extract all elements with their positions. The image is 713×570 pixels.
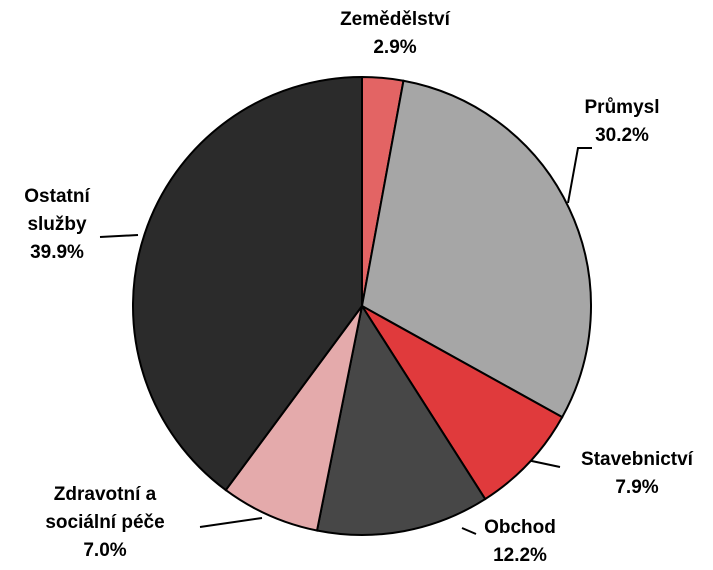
slice-value: 30.2%: [595, 125, 649, 146]
slice-label: Průmysl 30.2%: [567, 94, 677, 150]
slice-name: Ostatní služby: [24, 186, 90, 235]
slice-value: 7.9%: [615, 477, 659, 498]
leader-line: [526, 459, 561, 468]
pie-slice: [315, 303, 487, 536]
slice-name: Průmysl: [584, 97, 660, 118]
slice-label: Obchod 12.2%: [465, 514, 575, 570]
slice-value: 39.9%: [30, 242, 84, 263]
pie-slice: [360, 79, 592, 419]
slice-label: Zemědělství 2.9%: [325, 6, 465, 62]
leader-line: [567, 147, 592, 204]
slice-name: Zdravotní a sociální péče: [45, 484, 165, 533]
slice-label: Ostatní služby 39.9%: [2, 183, 112, 267]
slice-value: 7.0%: [83, 540, 127, 561]
pie-slice: [132, 75, 363, 492]
slice-label: Stavebnictví 7.9%: [562, 446, 712, 502]
slice-value: 12.2%: [493, 545, 547, 566]
leader-line: [199, 517, 263, 528]
slice-label: Zdravotní a sociální péče 7.0%: [20, 481, 190, 565]
slice-name: Stavebnictví: [581, 449, 693, 470]
leader-line: [461, 527, 477, 535]
pie-slice: [361, 305, 564, 501]
slice-name: Obchod: [484, 517, 556, 538]
slice-value: 2.9%: [373, 37, 417, 58]
leader-line: [99, 234, 139, 238]
slice-name: Zemědělství: [340, 9, 450, 30]
